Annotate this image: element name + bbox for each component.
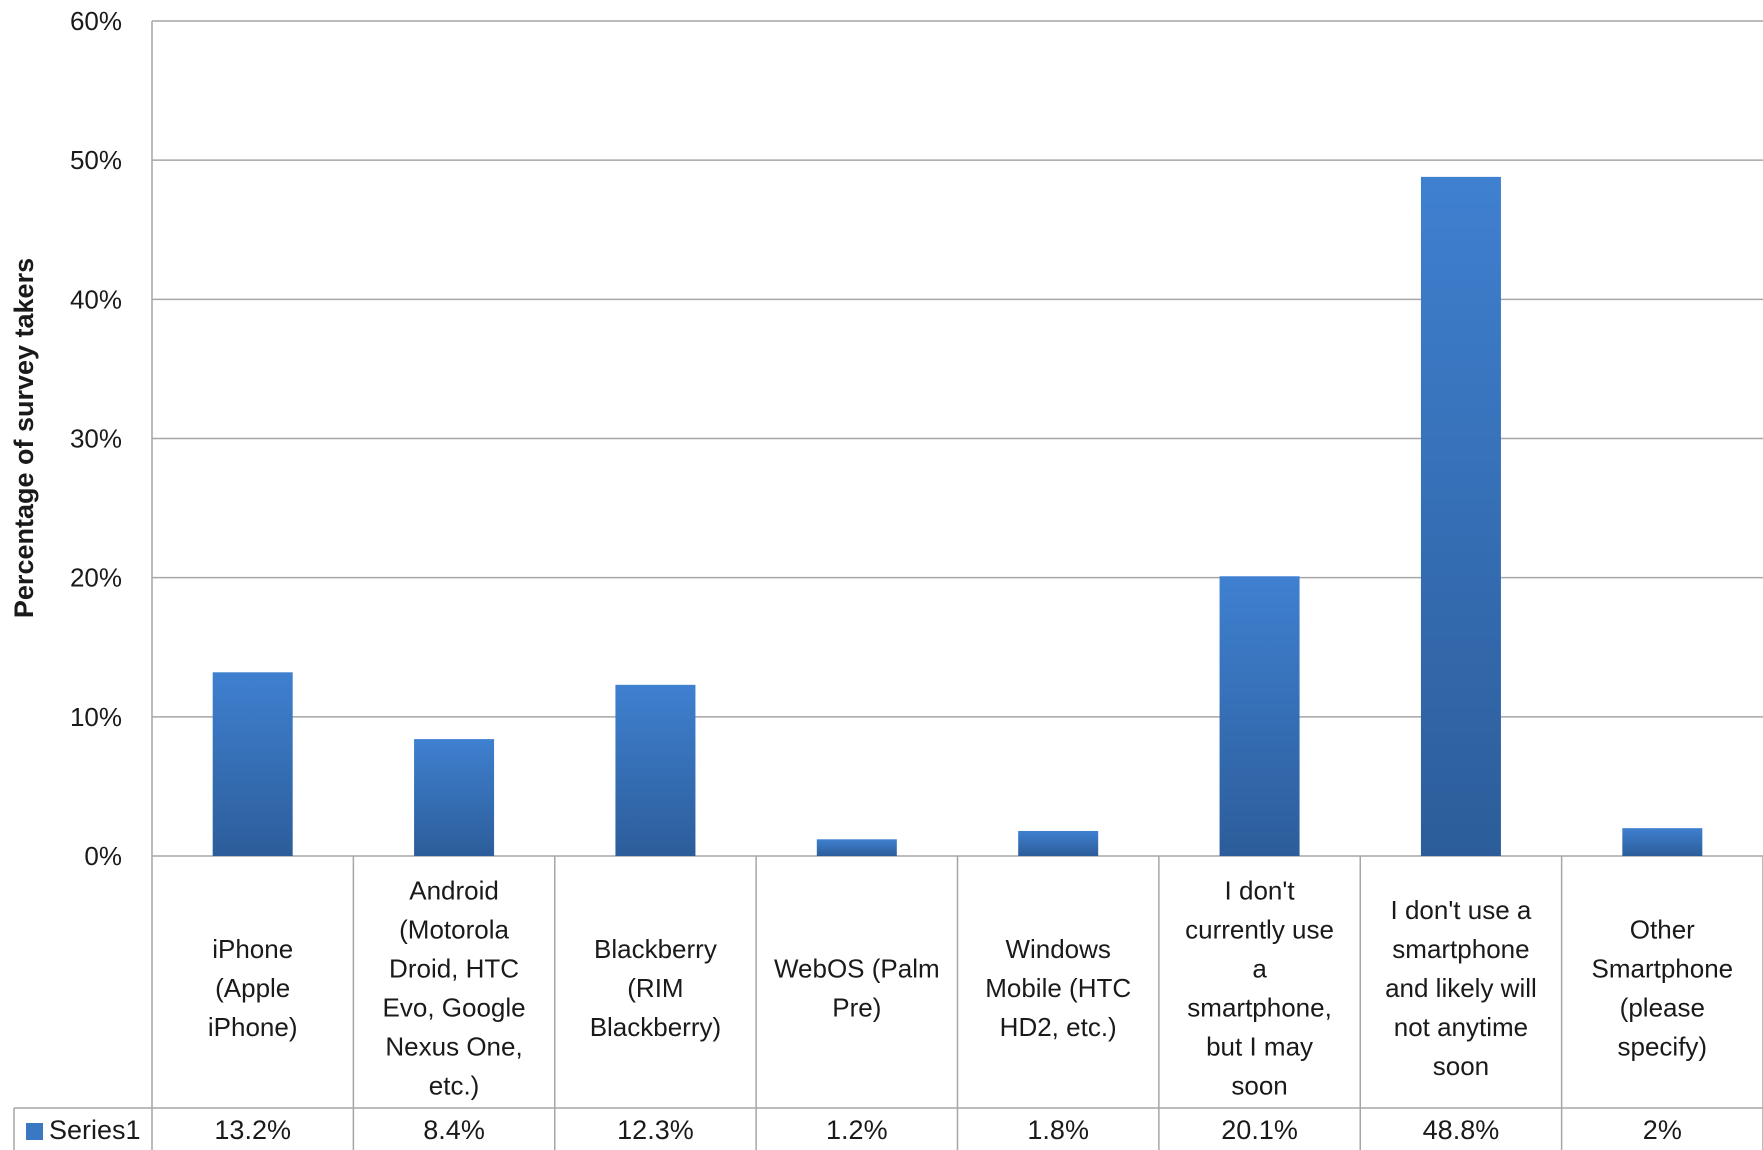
y-tick-label: 30% xyxy=(70,424,122,454)
data-value-label: 12.3% xyxy=(617,1115,694,1145)
bars xyxy=(212,176,1703,856)
y-axis-ticks: 0% 10% 20% 30% 40% 50% 60% xyxy=(70,6,122,871)
category-label: Blackberry (RIM Blackberry) xyxy=(590,934,721,1042)
data-value-label: 20.1% xyxy=(1221,1115,1298,1145)
category-label: Other Smartphone (please specify) xyxy=(1591,915,1733,1062)
bar xyxy=(1018,830,1099,856)
data-value-label: 8.4% xyxy=(423,1115,485,1145)
y-tick-label: 60% xyxy=(70,6,122,36)
data-value-label: 1.8% xyxy=(1027,1115,1089,1145)
bar xyxy=(414,739,495,856)
bar xyxy=(1219,576,1300,856)
data-value-label: 48.8% xyxy=(1423,1115,1500,1145)
bar xyxy=(212,672,293,856)
bar xyxy=(1420,176,1501,856)
category-label: iPhone (Apple iPhone) xyxy=(208,934,298,1042)
y-tick-label: 40% xyxy=(70,284,122,314)
bar xyxy=(816,839,897,856)
data-table: iPhone (Apple iPhone) 13.2% Android (Motorola… xyxy=(13,856,1763,1150)
category-label: Android (Motorola Droid, HTC Evo, Google Nex… xyxy=(383,876,526,1101)
category-label: I don't currently use a smartphone, but I ma… xyxy=(1185,876,1334,1101)
y-tick-label: 20% xyxy=(70,563,122,593)
y-axis-label: Percentage of survey takers xyxy=(9,258,39,618)
data-value-label: 1.2% xyxy=(826,1115,888,1145)
category-label: I don't use a smartphone and likely will no… xyxy=(1385,895,1537,1081)
y-tick-label: 10% xyxy=(70,702,122,732)
data-value-label: 13.2% xyxy=(214,1115,291,1145)
y-tick-label: 0% xyxy=(84,841,122,871)
data-value-label: 2% xyxy=(1643,1115,1682,1145)
bar xyxy=(615,684,696,856)
category-label: WebOS (Palm Pre) xyxy=(774,954,940,1023)
legend-label: Series1 xyxy=(49,1115,141,1145)
legend-swatch xyxy=(26,1123,43,1140)
y-tick-label: 50% xyxy=(70,145,122,175)
gridlines xyxy=(151,20,1763,1150)
category-label: Windows Mobile (HTC HD2, etc.) xyxy=(985,934,1131,1042)
bar xyxy=(1622,828,1703,856)
